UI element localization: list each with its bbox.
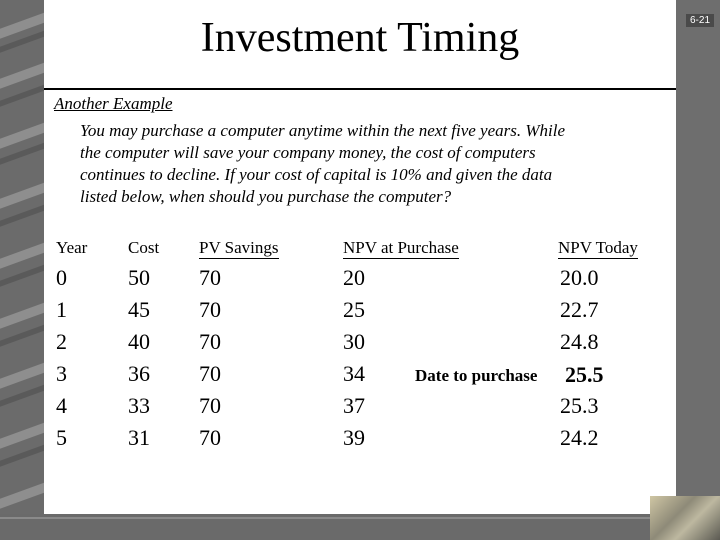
year-cell: 1	[56, 297, 67, 322]
date-to-purchase-label: Date to purchase	[415, 366, 538, 385]
corner-decorative-image	[650, 496, 720, 540]
slide-number: 6-21	[685, 14, 714, 27]
npv-purchase-cell: 37	[343, 393, 365, 418]
pv-cell: 70	[199, 393, 221, 418]
bottom-decorative-bar	[0, 514, 720, 540]
cost-cell: 50	[128, 265, 150, 290]
npv-purchase-cell: 39	[343, 425, 365, 450]
pv-cell: 70	[199, 329, 221, 354]
cost-cell: 36	[128, 361, 150, 386]
npv-today-cell: 20.0	[560, 265, 599, 290]
header-npv-purchase: NPV at Purchase	[343, 238, 459, 259]
cost-cell: 33	[128, 393, 150, 418]
npv-today-cell: 22.7	[560, 297, 599, 322]
cost-cell: 45	[128, 297, 150, 322]
pv-cell: 70	[199, 265, 221, 290]
header-year: Year	[56, 238, 88, 257]
header-pv-savings: PV Savings	[199, 238, 279, 259]
npv-purchase-cell: 30	[343, 329, 365, 354]
pv-cell: 70	[199, 361, 221, 386]
year-cell: 2	[56, 329, 67, 354]
npv-purchase-cell: 34	[343, 361, 365, 386]
pv-cell: 70	[199, 297, 221, 322]
paragraph-line: You may purchase a computer anytime with…	[80, 121, 566, 140]
slide-title: Investment Timing	[200, 15, 520, 61]
paragraph-line: listed below, when should you purchase t…	[80, 187, 452, 206]
cost-cell: 40	[128, 329, 150, 354]
npv-purchase-cell: 20	[343, 265, 365, 290]
header-npv-today: NPV Today	[558, 238, 638, 259]
paragraph-line: the computer will save your company mone…	[80, 143, 536, 162]
npv-purchase-cell: 25	[343, 297, 365, 322]
year-cell: 4	[56, 393, 67, 418]
year-cell: 0	[56, 265, 67, 290]
npv-today-cell: 24.2	[560, 425, 599, 450]
right-decorative-bar	[676, 0, 720, 540]
title-divider	[44, 88, 676, 90]
year-cell: 3	[56, 361, 67, 386]
example-paragraph: You may purchase a computer anytime with…	[80, 120, 680, 208]
pv-cell: 70	[199, 425, 221, 450]
npv-today-cell: 24.8	[560, 329, 599, 354]
example-heading: Another Example	[54, 94, 173, 113]
header-cost: Cost	[128, 238, 160, 257]
cost-cell: 31	[128, 425, 150, 450]
year-cell: 5	[56, 425, 67, 450]
left-decorative-bar	[0, 0, 44, 540]
npv-today-cell-max: 25.5	[565, 362, 604, 387]
slide-content-area	[44, 0, 676, 514]
paragraph-line: continues to decline. If your cost of ca…	[80, 165, 553, 184]
npv-today-cell: 25.3	[560, 393, 599, 418]
